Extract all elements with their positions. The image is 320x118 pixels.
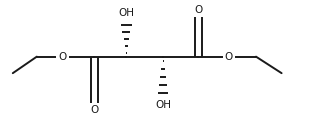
Text: O: O: [194, 5, 203, 15]
Text: O: O: [225, 52, 233, 62]
Text: OH: OH: [155, 100, 171, 110]
Text: O: O: [58, 52, 67, 62]
Text: OH: OH: [118, 8, 134, 18]
Text: O: O: [90, 105, 99, 115]
